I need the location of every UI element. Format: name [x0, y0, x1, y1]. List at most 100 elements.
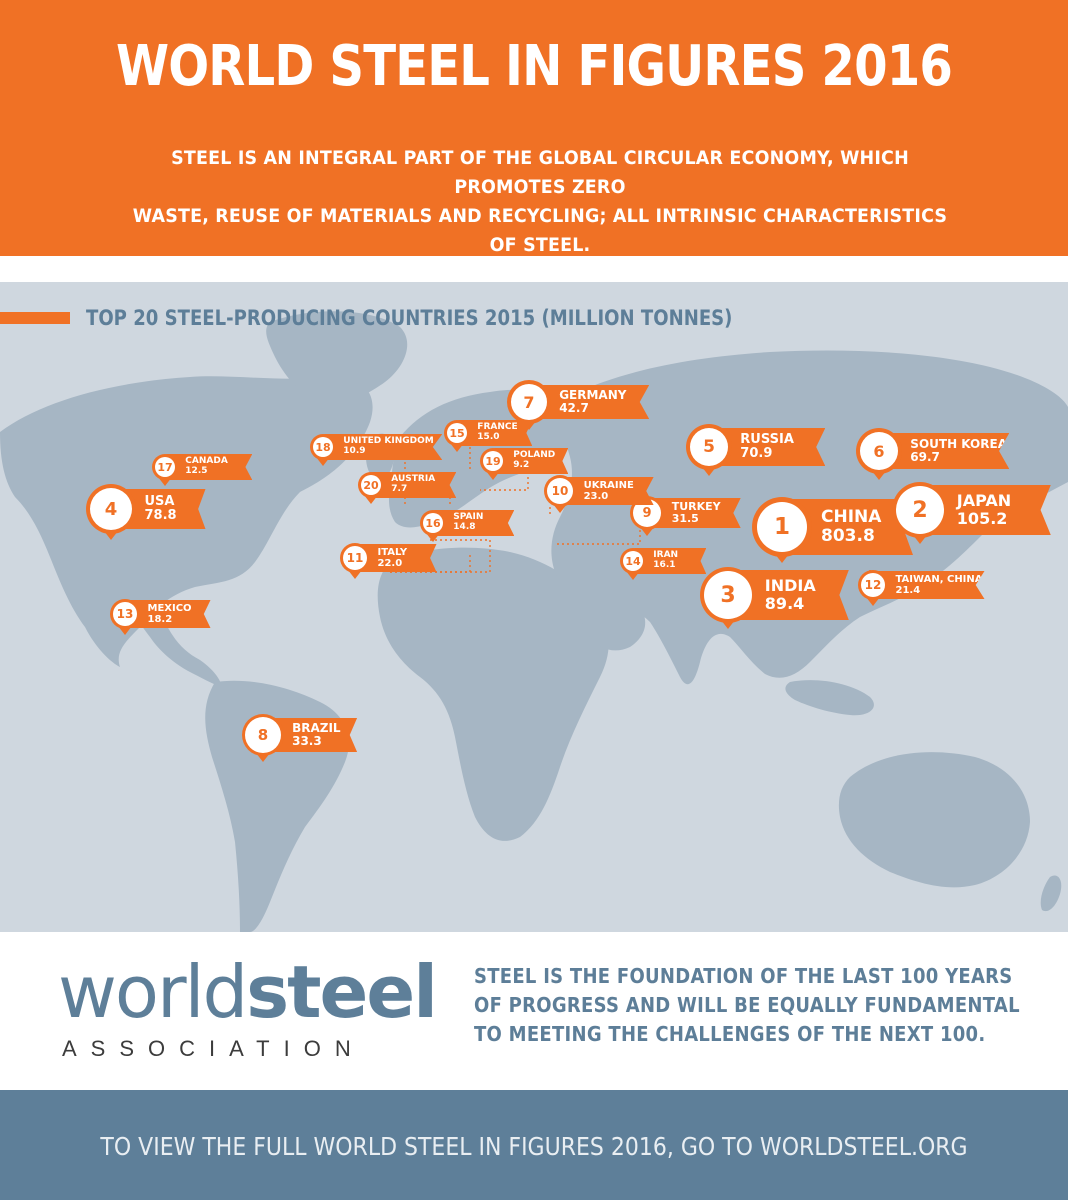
country-value: 31.5: [671, 511, 699, 525]
country-name: GERMANY: [559, 387, 627, 402]
africa-shape: [377, 547, 609, 841]
country-label: POLAND 9.2: [494, 448, 569, 474]
logo-word-light: world: [58, 950, 248, 1034]
rank-badge: 3: [700, 567, 756, 623]
country-name: SPAIN: [453, 512, 484, 523]
rank-number: 6: [860, 432, 898, 470]
country-name: CANADA: [185, 456, 228, 467]
rank-number: 4: [90, 488, 132, 530]
rank-number: 20: [361, 475, 381, 495]
rank-badge: 5: [686, 424, 732, 470]
country-value: 105.2: [956, 508, 1008, 528]
country-name: MEXICO: [147, 603, 192, 614]
country-name: CHINA: [821, 507, 882, 528]
marker-pin-tail: [450, 443, 464, 452]
arabia-shape: [574, 580, 646, 651]
rank-badge: 17: [152, 454, 178, 480]
marker-pin-tail: [640, 527, 654, 536]
country-value: 69.7: [910, 450, 940, 464]
country-label: CANADA 12.5: [166, 454, 253, 480]
rank-number: 18: [313, 437, 333, 457]
marker-pin-tail: [256, 753, 270, 762]
southeast-asia-shape: [785, 680, 874, 716]
country-name: RUSSIA: [740, 431, 794, 447]
map-title: TOP 20 STEEL-PRODUCING COUNTRIES 2015 (M…: [86, 306, 733, 330]
marker-pin-tail: [913, 535, 927, 544]
rank-badge: 14: [620, 548, 646, 574]
rank-badge: 1: [752, 497, 812, 557]
rank-badge: 15: [444, 420, 470, 446]
country-value: 14.8: [453, 522, 476, 532]
country-label: FRANCE 15.0: [458, 420, 533, 446]
country-name: UKRAINE: [583, 480, 634, 491]
rank-number: 15: [447, 423, 467, 443]
logo-section: worldsteel ASSOCIATION: [0, 932, 1068, 1082]
world-map-section: TOP 20 STEEL-PRODUCING COUNTRIES 2015 (M…: [0, 282, 1068, 932]
rank-number: 1: [757, 502, 807, 552]
country-name: BRAZIL: [292, 720, 341, 735]
country-name: AUSTRIA: [391, 474, 436, 485]
marker-pin-tail: [118, 626, 132, 635]
central-america-shape: [120, 582, 222, 687]
marker-pin-tail: [316, 457, 330, 466]
country-value: 23.0: [583, 491, 609, 502]
country-name: INDIA: [764, 576, 816, 596]
rank-number: 10: [547, 478, 573, 504]
rank-badge: 13: [110, 599, 140, 629]
country-name: UNITED KINGDOM: [343, 436, 434, 447]
rank-number: 2: [896, 486, 944, 534]
tagline-line-1: STEEL IS THE FOUNDATION OF THE LAST 100 …: [474, 964, 1013, 988]
country-label: AUSTRIA 7.7: [372, 472, 457, 498]
rank-badge: 20: [358, 472, 384, 498]
country-value: 12.5: [185, 466, 208, 476]
marker-pin-tail: [426, 533, 440, 542]
australia-shape: [838, 752, 1030, 888]
footer-banner: TO VIEW THE FULL WORLD STEEL IN FIGURES …: [0, 1090, 1068, 1200]
rank-number: 14: [623, 551, 643, 571]
country-value: 16.1: [653, 560, 676, 570]
tagline-line-2: OF PROGRESS AND WILL BE EQUALLY FUNDAMEN…: [474, 993, 1020, 1017]
country-label: ITALY 22.0: [356, 544, 437, 572]
rank-badge: 8: [242, 714, 284, 756]
rank-badge: 10: [544, 475, 576, 507]
country-name: FRANCE: [477, 422, 518, 433]
rank-badge: 11: [340, 543, 370, 573]
greenland-shape: [266, 311, 408, 404]
header-banner: WORLD STEEL IN FIGURES 2016 STEEL IS AN …: [0, 0, 1068, 256]
country-value: 21.4: [895, 585, 921, 596]
rank-number: 8: [245, 717, 281, 753]
rank-badge: 16: [420, 510, 446, 536]
marker-pin-tail: [158, 477, 172, 486]
subtitle-line-1: STEEL IS AN INTEGRAL PART OF THE GLOBAL …: [171, 147, 909, 198]
country-name: USA: [144, 493, 175, 509]
country-name: POLAND: [513, 450, 556, 461]
worldsteel-logo: worldsteel: [58, 950, 438, 1034]
rank-badge: 19: [480, 448, 506, 474]
rank-number: 12: [861, 573, 885, 597]
marker-pin-tail: [486, 471, 500, 480]
rank-number: 5: [690, 428, 728, 466]
footer-link-text[interactable]: TO VIEW THE FULL WORLD STEEL IN FIGURES …: [100, 1132, 968, 1161]
country-value: 803.8: [821, 526, 875, 546]
logo-subtitle: ASSOCIATION: [62, 1036, 365, 1061]
country-name: TURKEY: [671, 499, 721, 513]
header-subtitle: STEEL IS AN INTEGRAL PART OF THE GLOBAL …: [126, 144, 954, 260]
rank-number: 13: [113, 602, 137, 626]
country-value: 15.0: [477, 432, 500, 442]
rank-number: 17: [155, 457, 175, 477]
country-name: SOUTH KOREA: [910, 436, 1007, 451]
country-label: UNITED KINGDOM 10.9: [324, 434, 443, 460]
country-name: ITALY: [377, 547, 408, 558]
tagline-line-3: TO MEETING THE CHALLENGES OF THE NEXT 10…: [474, 1022, 986, 1046]
country-value: 9.2: [513, 460, 530, 470]
country-name: JAPAN: [956, 491, 1012, 511]
country-label: SOUTH KOREA 69.7: [881, 433, 1010, 469]
subtitle-line-2: WASTE, REUSE OF MATERIALS AND RECYCLING;…: [132, 205, 948, 256]
rank-badge: 7: [507, 380, 551, 424]
rank-number: 19: [483, 451, 503, 471]
map-title-accent-bar: [0, 312, 70, 324]
country-value: 7.7: [391, 484, 408, 494]
marker-pin-tail: [348, 570, 362, 579]
tagline: STEEL IS THE FOUNDATION OF THE LAST 100 …: [474, 962, 1020, 1049]
marker-pin-tail: [364, 495, 378, 504]
